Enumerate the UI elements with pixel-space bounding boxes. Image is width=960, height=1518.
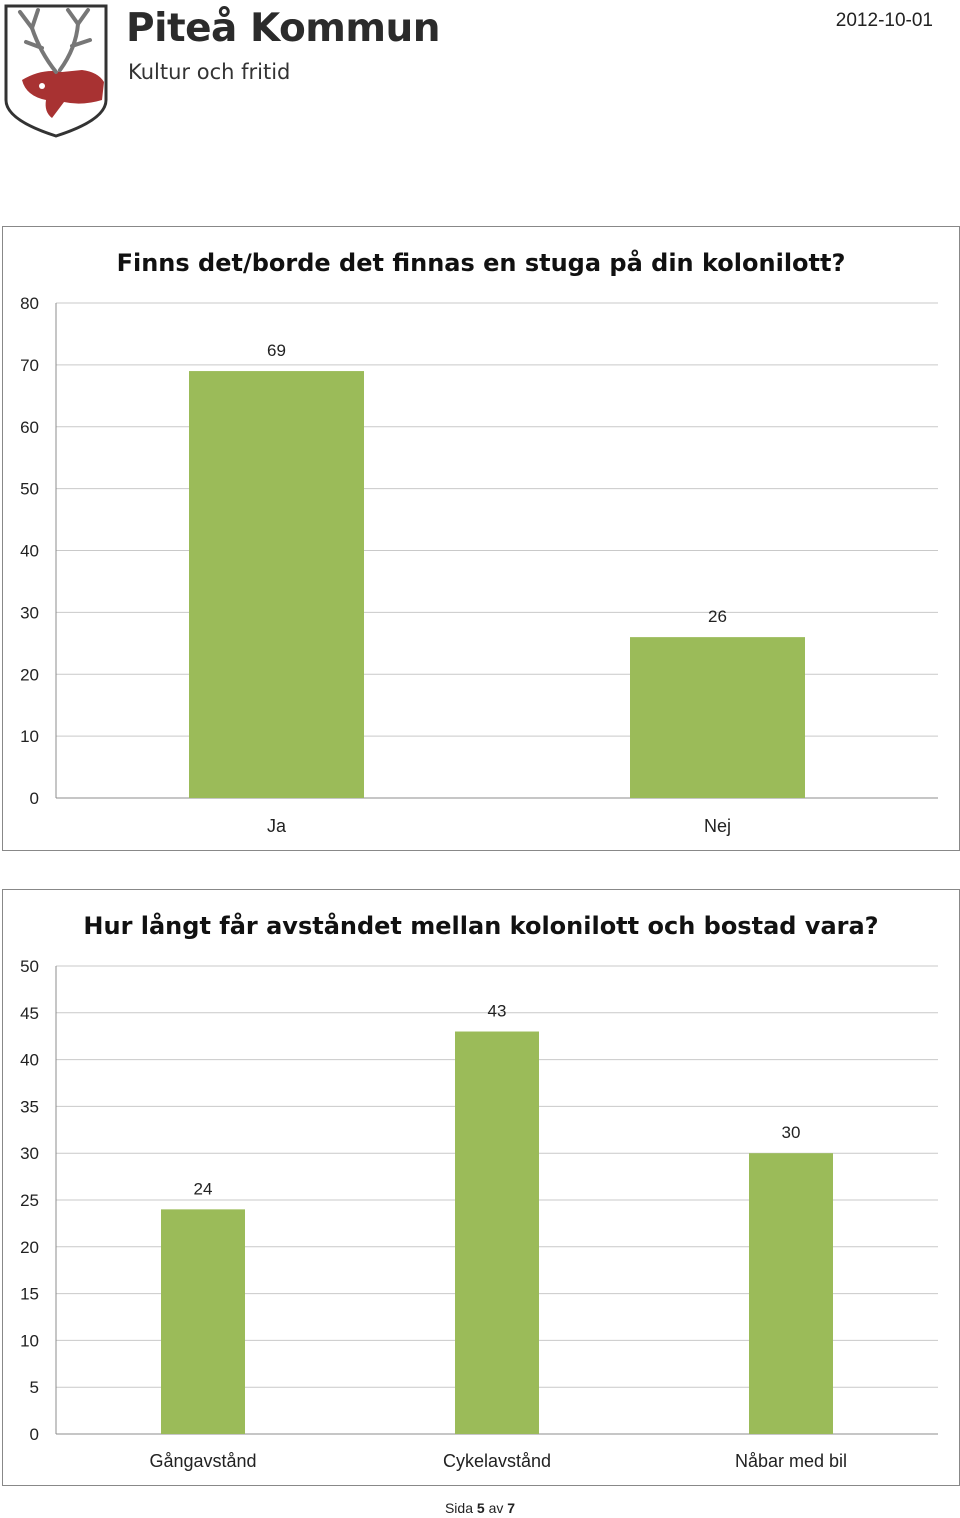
y-tick-label: 80	[20, 294, 39, 313]
org-department: Kultur och fritid	[128, 60, 291, 84]
y-tick-label: 0	[30, 789, 39, 808]
x-tick-label: Nåbar med bil	[735, 1451, 847, 1471]
data-label: 26	[708, 607, 727, 626]
document-date: 2012-10-01	[835, 10, 933, 31]
reindeer-crest-icon	[4, 4, 108, 138]
chart-stuga: Finns det/borde det finnas en stuga på d…	[2, 226, 960, 851]
chart-avstand: Hur långt får avståndet mellan kolonilot…	[2, 889, 960, 1486]
y-tick-label: 20	[20, 665, 39, 684]
y-tick-label: 40	[20, 542, 39, 561]
page-footer: Sida 5 av 7	[0, 1500, 960, 1516]
y-tick-label: 20	[20, 1238, 39, 1257]
page-header: Piteå Kommun Kultur och fritid 2012-10-0…	[0, 0, 960, 150]
x-tick-label: Cykelavstånd	[443, 1451, 551, 1471]
data-label: 69	[267, 341, 286, 360]
data-label: 24	[194, 1179, 213, 1198]
data-label: 30	[782, 1123, 801, 1142]
bar	[749, 1153, 833, 1434]
footer-page-number: 5	[476, 1500, 485, 1516]
y-tick-label: 40	[20, 1051, 39, 1070]
y-tick-label: 15	[20, 1285, 39, 1304]
y-tick-label: 50	[20, 957, 39, 976]
x-tick-label: Nej	[704, 816, 731, 836]
footer-prefix: Sida	[444, 1500, 473, 1516]
y-tick-label: 70	[20, 356, 39, 375]
y-tick-label: 25	[20, 1191, 39, 1210]
y-tick-label: 0	[30, 1425, 39, 1444]
bar	[189, 371, 364, 798]
y-tick-label: 35	[20, 1097, 39, 1116]
bar	[630, 637, 805, 798]
x-tick-label: Gångavstånd	[149, 1451, 256, 1471]
org-name: Piteå Kommun	[126, 6, 441, 51]
bar	[161, 1209, 245, 1434]
y-tick-label: 45	[20, 1004, 39, 1023]
footer-page-total: 7	[507, 1500, 516, 1516]
footer-separator: av	[488, 1500, 504, 1516]
y-tick-label: 30	[20, 1144, 39, 1163]
y-tick-label: 10	[20, 727, 39, 746]
chart-title: Hur långt får avståndet mellan kolonilot…	[83, 911, 878, 940]
chart-avstand-svg: Hur långt får avståndet mellan kolonilot…	[20, 911, 938, 1471]
chart-title: Finns det/borde det finnas en stuga på d…	[117, 248, 846, 277]
y-tick-label: 60	[20, 418, 39, 437]
y-tick-label: 30	[20, 603, 39, 622]
data-label: 43	[488, 1002, 507, 1021]
y-tick-label: 5	[30, 1378, 39, 1397]
y-tick-label: 50	[20, 480, 39, 499]
chart-stuga-svg: Finns det/borde det finnas en stuga på d…	[20, 248, 938, 836]
bar	[455, 1031, 539, 1434]
x-tick-label: Ja	[267, 816, 287, 836]
y-tick-label: 10	[20, 1331, 39, 1350]
